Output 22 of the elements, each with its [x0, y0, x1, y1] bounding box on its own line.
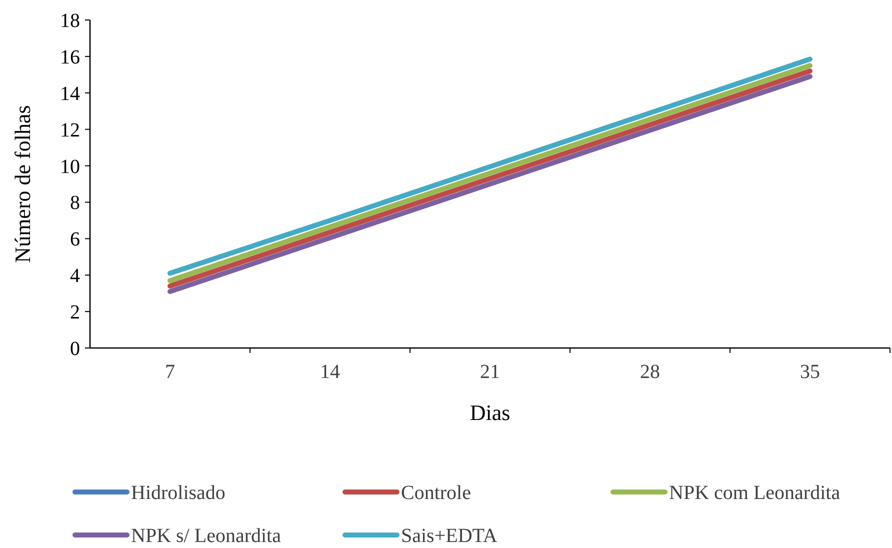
x-tick-label: 35 [800, 361, 820, 383]
x-tick-label: 21 [480, 361, 500, 383]
legend-label: Sais+EDTA [401, 525, 498, 547]
y-tick-label: 10 [60, 156, 80, 178]
y-tick-label: 4 [70, 265, 80, 288]
x-axis-title: Dias [470, 400, 510, 425]
y-tick-label: 8 [70, 192, 80, 214]
y-tick-label: 2 [70, 302, 80, 324]
y-tick-label: 16 [60, 46, 80, 68]
legend-label: Hidrolisado [131, 482, 226, 504]
y-tick-label: 18 [60, 10, 80, 32]
legend-label: Controle [401, 482, 472, 504]
x-tick-label: 7 [165, 361, 175, 383]
y-axis-title: Número de folhas [10, 105, 35, 263]
y-tick-label: 0 [70, 338, 80, 360]
y-tick-label: 12 [60, 119, 80, 142]
x-tick-label: 28 [640, 361, 660, 383]
y-tick-label: 6 [70, 228, 80, 251]
y-tick-label: 14 [60, 82, 80, 105]
legend-label: NPK com Leonardita [669, 482, 840, 504]
legend-label: NPK s/ Leonardita [131, 525, 282, 547]
x-tick-label: 14 [320, 361, 340, 383]
